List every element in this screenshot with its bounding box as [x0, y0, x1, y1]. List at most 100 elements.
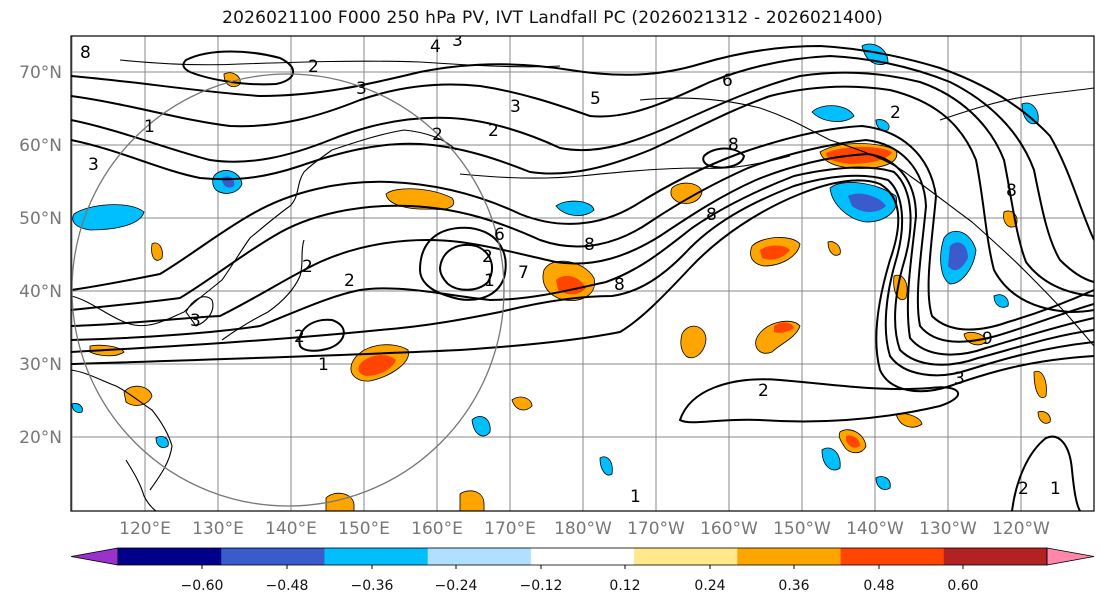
pv-contour-label: 3	[452, 31, 463, 51]
colorbar-segment	[324, 548, 429, 565]
colorbar-tick-label: 0.24	[694, 578, 725, 594]
pv-contour	[71, 174, 1094, 377]
colorbar-segment	[221, 548, 325, 565]
lon-label: 140°W	[846, 519, 904, 539]
pv-contour	[438, 244, 493, 291]
pv-contour-label: 8	[80, 43, 91, 63]
coastline-korea	[185, 296, 214, 327]
longitude-labels: 120°E 130°E 140°E 150°E 160°E 170°E 180°…	[119, 519, 1050, 539]
positive-anomaly	[123, 385, 153, 406]
negative-anomaly	[71, 403, 83, 413]
lon-label: 120°W	[992, 519, 1050, 539]
pv-contour	[702, 147, 746, 169]
pv-contour	[71, 124, 1094, 331]
pv-contour-label: 7	[518, 263, 529, 283]
pv-contour-label: 2	[758, 381, 769, 401]
map-title: 2026021100 F000 250 hPa PV, IVT Landfall…	[222, 8, 883, 28]
colorbar-segments	[70, 547, 1095, 566]
colorbar-ticks	[201, 565, 964, 569]
pv-contour-label: 4	[430, 37, 441, 57]
pv-contour-label: 1	[484, 271, 495, 291]
pv-contour-label: 8	[706, 205, 717, 225]
map-border	[70, 35, 1095, 512]
pv-contour-label: 2	[432, 125, 443, 145]
negative-anomaly	[821, 447, 841, 471]
pv-contour-label: 2	[1018, 479, 1029, 499]
pv-contour-label: 1	[630, 487, 641, 507]
lon-label: 120°E	[119, 519, 171, 539]
lat-label: 60°N	[19, 136, 62, 156]
lon-label: 150°E	[338, 519, 390, 539]
colorbar-segment	[530, 548, 635, 565]
pv-contour-labels: 4 3 2 3 3 5 6 2 1 3 2 3 2 8 8 6 2 1 7 8 …	[80, 31, 1061, 507]
pv-contour-label: 8	[728, 135, 739, 155]
lat-label: 20°N	[19, 428, 62, 448]
negative-anomaly	[1021, 102, 1039, 125]
lat-label: 70°N	[19, 63, 62, 83]
pv-contour-label: 5	[590, 89, 601, 109]
lon-label: 180°W	[554, 519, 612, 539]
pv-contour-label: 1	[318, 355, 329, 375]
colorbar-tick-label: −0.60	[181, 578, 224, 594]
pv-contour-label: 3	[356, 79, 367, 99]
colorbar-extend-min	[70, 547, 119, 566]
colorbar-segment	[737, 548, 842, 565]
colorbar-tick-label: −0.36	[351, 578, 394, 594]
colorbar-tick-label: −0.24	[435, 578, 478, 594]
negative-anomaly	[155, 436, 169, 448]
pv-contour-label: 6	[722, 71, 733, 91]
coastline-china	[71, 369, 173, 491]
pv-contour-label: 2	[890, 103, 901, 123]
pv-contour-label: 3	[190, 311, 201, 331]
pv-contour-label: 1	[1050, 479, 1061, 499]
lon-label: 150°W	[773, 519, 831, 539]
lon-label: 170°W	[627, 519, 685, 539]
pv-contour-label: 3	[510, 97, 521, 117]
negative-anomaly	[875, 119, 890, 131]
pv-contour	[71, 85, 1094, 314]
colorbar-tick-label: 0.48	[863, 578, 894, 594]
positive-anomaly	[1037, 411, 1051, 424]
positive-anomaly-core	[556, 275, 586, 295]
pv-contour	[71, 138, 1094, 343]
positive-anomaly	[680, 325, 707, 359]
pv-contour-label: 8	[1006, 181, 1017, 201]
coastline-siberia	[119, 59, 561, 68]
pv-contour	[182, 50, 294, 86]
pv-contour-label: 2	[308, 57, 319, 77]
lon-label: 130°W	[919, 519, 977, 539]
negative-anomaly-core	[848, 193, 886, 212]
positive-anomaly-core	[846, 435, 860, 448]
negative-anomaly	[599, 456, 613, 476]
colorbar-tick-label: 0.12	[609, 578, 640, 594]
colorbar: −0.60 −0.48 −0.36 −0.24 −0.12 0.12 0.24 …	[70, 547, 1095, 594]
positive-anomaly-core	[760, 245, 790, 260]
pv-contour-label: 3	[88, 155, 99, 175]
pv-contours	[71, 44, 1094, 511]
negative-anomaly	[861, 43, 889, 65]
lon-label: 130°E	[192, 519, 244, 539]
colorbar-segment	[840, 548, 945, 565]
pv-contour	[71, 152, 1094, 356]
pv-contour	[71, 166, 1094, 366]
pv-contour-label: 3	[954, 369, 965, 389]
colorbar-segment	[634, 548, 738, 565]
pv-contour-label: 9	[982, 329, 993, 349]
pv-contour-label: 8	[614, 275, 625, 295]
positive-anomaly	[1033, 370, 1047, 398]
lat-label: 50°N	[19, 209, 62, 229]
coastline-philippines	[125, 459, 157, 511]
negative-anomaly	[811, 105, 855, 122]
latitude-labels: 70°N 60°N 50°N 40°N 30°N 20°N	[19, 63, 62, 448]
lon-label: 160°E	[411, 519, 463, 539]
lon-label: 160°W	[700, 519, 758, 539]
pv-contour-label: 2	[294, 327, 305, 347]
coastline-japan	[221, 239, 305, 341]
coastline-aleutians	[459, 155, 791, 179]
negative-anomaly	[875, 476, 891, 490]
colorbar-segment	[943, 548, 1048, 565]
positive-anomaly	[511, 396, 533, 411]
pv-contour	[678, 378, 960, 424]
colorbar-tick-label: −0.12	[520, 578, 563, 594]
